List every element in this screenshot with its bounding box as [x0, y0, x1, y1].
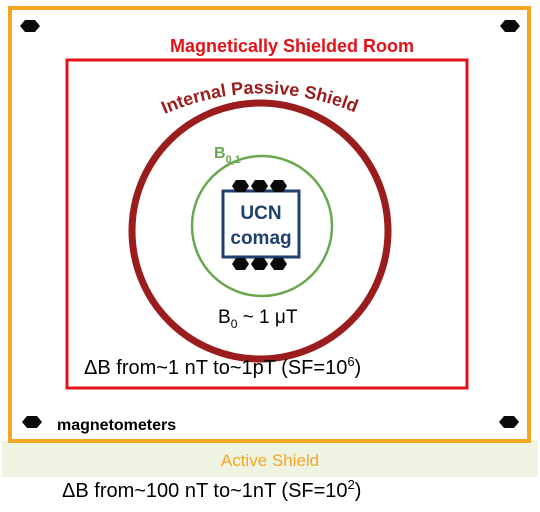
active-shield-border [8, 6, 531, 443]
magnetometer-sensor-icon [232, 180, 249, 192]
magnetometer-sensor-icon [499, 416, 519, 428]
active-shield-label: Active Shield [221, 451, 319, 470]
magnetometers-label: magnetometers [57, 417, 176, 434]
comag-box [221, 189, 301, 259]
b01-label: B0,1 [214, 145, 241, 166]
outer-delta-b-label: ΔB from~100 nT to~1nT (SF=102) [62, 477, 361, 502]
comag-label-ucn: UCN [240, 203, 281, 224]
magnetometer-sensor-icon [500, 20, 520, 32]
magnetometer-sensor-icon [270, 180, 287, 192]
magnetometer-sensor-icon [270, 258, 287, 270]
msr-border [65, 58, 469, 390]
passive-shield-label: Internal Passive Shield [158, 77, 361, 117]
magnetometer-sensor-icon [232, 258, 249, 270]
msr-label: Magnetically Shielded Room [170, 36, 414, 56]
comag-label-comag: comag [230, 228, 291, 249]
passive-shield-ring [128, 99, 392, 363]
inner-delta-b-label: ΔB from~1 nT to~1pT (SF=106) [84, 354, 361, 379]
magnetometer-sensor-icon [22, 416, 42, 428]
magnetometer-sensor-icon [251, 180, 268, 192]
magnetometer-sensor-icon [20, 20, 40, 32]
b01-coil-ring [190, 154, 334, 298]
magnetometer-sensor-icon [251, 258, 268, 270]
b0-label: B0 ~ 1 μT [218, 307, 298, 331]
active-shield-band [2, 441, 538, 477]
